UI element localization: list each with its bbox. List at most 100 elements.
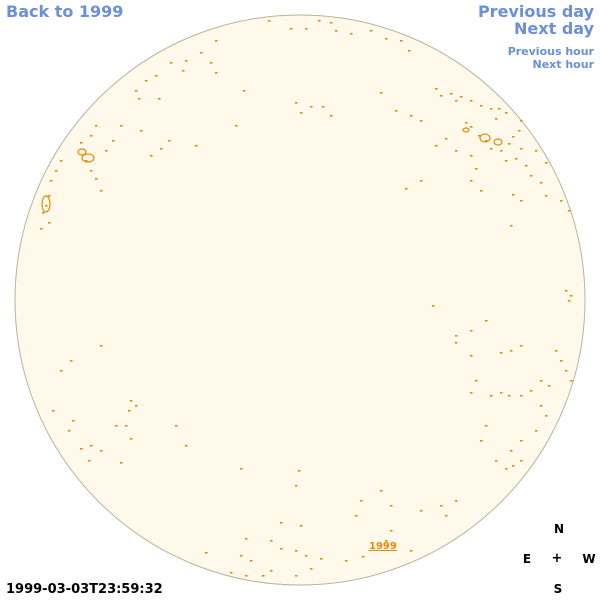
solar-feature-speck [243, 90, 246, 92]
solar-feature-speck [168, 140, 171, 142]
solar-feature-speck [362, 556, 365, 558]
active-region-outline [493, 138, 503, 146]
solar-feature-speck [505, 112, 508, 114]
solar-feature-speck [410, 115, 413, 117]
solar-feature-speck [470, 355, 473, 357]
solar-feature-speck [45, 205, 48, 207]
solar-feature-speck [305, 28, 308, 30]
solar-feature-speck [390, 505, 393, 507]
solar-feature-speck [540, 182, 543, 184]
solar-feature-speck [548, 385, 551, 387]
solar-feature-speck [455, 335, 458, 337]
solar-feature-speck [145, 80, 148, 82]
solar-feature-speck [525, 165, 528, 167]
solar-feature-speck [485, 425, 488, 427]
solar-feature-speck [155, 75, 158, 77]
solar-feature-speck [270, 570, 273, 572]
solar-feature-speck [268, 20, 271, 22]
solar-feature-speck [450, 93, 453, 95]
solar-feature-speck [245, 575, 248, 577]
next-day-link[interactable]: Next day [514, 19, 594, 38]
solar-feature-speck [540, 405, 543, 407]
solar-feature-speck [500, 352, 503, 354]
solar-feature-speck [408, 50, 411, 52]
solar-feature-speck [40, 228, 43, 230]
solar-feature-speck [95, 125, 98, 127]
solar-feature-speck [310, 568, 313, 570]
solar-feature-speck [295, 575, 298, 577]
compass-east: E [522, 552, 532, 566]
solar-feature-speck [355, 515, 358, 517]
solar-feature-speck [300, 112, 303, 114]
solar-feature-speck [480, 440, 483, 442]
solar-feature-speck [535, 430, 538, 432]
solar-feature-speck [515, 158, 518, 160]
solar-feature-speck [160, 148, 163, 150]
solar-feature-speck [120, 125, 123, 127]
solar-feature-speck [70, 360, 73, 362]
solar-feature-speck [335, 30, 338, 32]
solar-feature-speck [478, 135, 481, 137]
solar-feature-speck [495, 118, 498, 120]
solar-feature-speck [240, 468, 243, 470]
solar-feature-speck [215, 40, 218, 42]
solar-feature-speck [485, 140, 488, 142]
solar-feature-speck [405, 188, 408, 190]
solar-feature-speck [512, 136, 515, 138]
previous-hour-link[interactable]: Previous hour [507, 45, 594, 58]
solar-feature-speck [85, 160, 88, 162]
solar-feature-speck [330, 115, 333, 117]
solar-feature-speck [530, 390, 533, 392]
solar-feature-speck [545, 415, 548, 417]
solar-feature-speck [322, 106, 325, 108]
solar-feature-speck [120, 462, 123, 464]
solar-feature-speck [500, 150, 503, 152]
solar-feature-speck [100, 450, 103, 452]
active-region-outline [479, 133, 491, 143]
solar-feature-speck [90, 135, 93, 137]
solar-feature-speck [510, 350, 513, 352]
solar-feature-speck [60, 160, 63, 162]
solar-feature-speck [520, 440, 523, 442]
active-region-outline [81, 153, 95, 163]
solar-feature-speck [90, 445, 93, 447]
solar-feature-speck [470, 126, 473, 128]
solar-feature-speck [420, 120, 423, 122]
solar-features [40, 20, 573, 577]
solar-feature-speck [295, 485, 298, 487]
solar-disk [14, 14, 586, 586]
solar-feature-speck [520, 148, 523, 150]
solar-feature-speck [55, 170, 58, 172]
solar-feature-speck [498, 108, 501, 110]
previous-day-link[interactable]: Previous day [477, 2, 594, 21]
solar-feature-speck [545, 195, 548, 197]
solar-feature-speck [280, 522, 283, 524]
solar-feature-speck [510, 450, 513, 452]
solar-feature-speck [395, 110, 398, 112]
solar-feature-speck [495, 460, 498, 462]
solar-feature-speck [565, 290, 568, 292]
solar-feature-speck [170, 62, 173, 64]
solar-feature-speck [158, 98, 161, 100]
solar-feature-speck [42, 212, 45, 214]
solar-feature-speck [360, 500, 363, 502]
solar-feature-speck [135, 90, 138, 92]
solar-feature-speck [540, 380, 543, 382]
solar-feature-speck [520, 395, 523, 397]
year-link[interactable]: 1999 [369, 541, 397, 552]
solar-feature-speck [530, 175, 533, 177]
solar-feature-speck [490, 395, 493, 397]
solar-feature-speck [470, 180, 473, 182]
solar-feature-speck [435, 145, 438, 147]
solar-feature-speck [560, 360, 563, 362]
compass-center-cross: + [551, 551, 563, 566]
solar-feature-speck [262, 575, 265, 577]
solar-feature-speck [88, 460, 91, 462]
solar-feature-speck [470, 155, 473, 157]
solar-feature-speck [440, 505, 443, 507]
back-to-year-link[interactable]: Back to 1999 [6, 2, 124, 21]
next-hour-link[interactable]: Next hour [532, 58, 595, 71]
solar-feature-speck [420, 180, 423, 182]
solar-feature-speck [475, 380, 478, 382]
